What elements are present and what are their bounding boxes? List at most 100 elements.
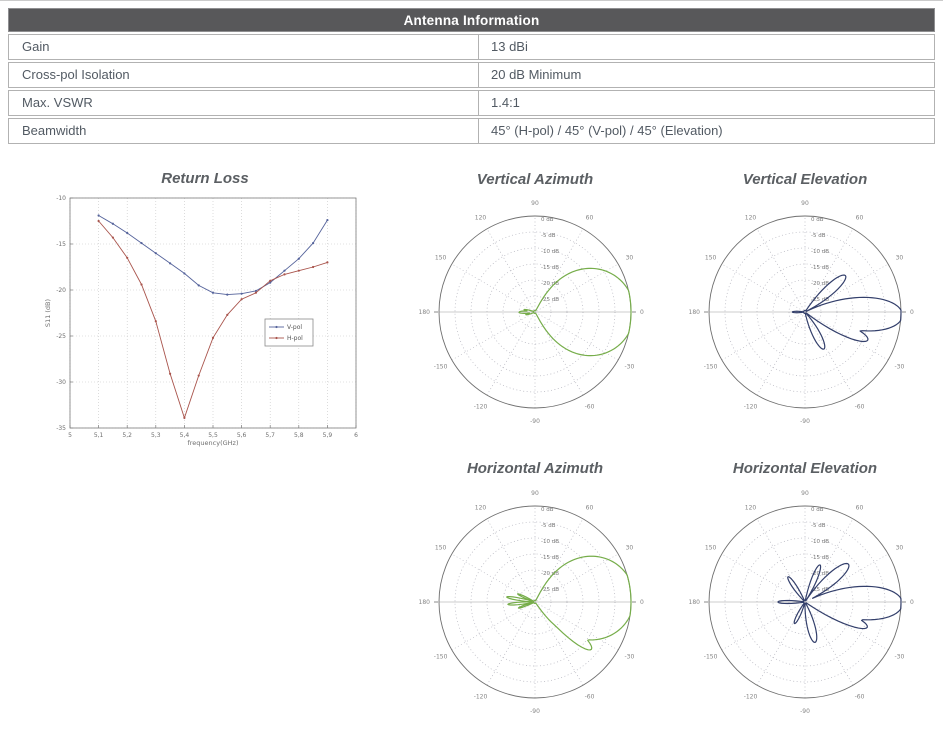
- svg-text:-10 dB: -10 dB: [811, 249, 829, 255]
- svg-text:-90: -90: [530, 418, 540, 425]
- table-row: Gain 13 dBi: [8, 34, 935, 60]
- svg-text:60: 60: [856, 215, 864, 222]
- svg-text:0 dB: 0 dB: [541, 217, 554, 223]
- antenna-information-table: Antenna Information Gain 13 dBi Cross-po…: [8, 8, 935, 144]
- svg-text:S11 (dB): S11 (dB): [44, 299, 52, 327]
- svg-text:-10 dB: -10 dB: [541, 249, 559, 255]
- svg-text:frequency(GHz): frequency(GHz): [187, 439, 238, 447]
- svg-text:-30: -30: [894, 654, 904, 661]
- spec-value: 45° (H-pol) / 45° (V-pol) / 45° (Elevati…: [491, 123, 723, 138]
- return-loss-title: Return Loss: [161, 170, 249, 187]
- svg-text:180: 180: [419, 309, 431, 316]
- svg-text:-35: -35: [56, 425, 66, 432]
- svg-text:120: 120: [475, 505, 487, 512]
- svg-text:-60: -60: [585, 403, 595, 410]
- svg-text:150: 150: [435, 545, 447, 552]
- svg-text:-150: -150: [704, 654, 718, 661]
- svg-text:-90: -90: [530, 708, 540, 715]
- svg-text:90: 90: [531, 490, 539, 497]
- horizontal-elevation-title: Horizontal Elevation: [732, 460, 878, 477]
- svg-text:5,2: 5,2: [122, 432, 132, 439]
- svg-text:120: 120: [745, 505, 757, 512]
- table-row: Max. VSWR 1.4:1: [8, 90, 935, 116]
- svg-text:180: 180: [689, 309, 701, 316]
- svg-text:-20: -20: [56, 287, 66, 294]
- spec-label: Max. VSWR: [9, 91, 479, 115]
- svg-text:V-pol: V-pol: [287, 324, 302, 331]
- svg-text:-120: -120: [474, 403, 488, 410]
- spec-label: Cross-pol Isolation: [9, 63, 479, 87]
- page-top-rule: [0, 0, 943, 1]
- svg-text:60: 60: [856, 505, 864, 512]
- svg-text:-30: -30: [624, 654, 634, 661]
- table-row: Beamwidth 45° (H-pol) / 45° (V-pol) / 45…: [8, 118, 935, 144]
- svg-text:-10 dB: -10 dB: [541, 539, 559, 545]
- spec-label: Gain: [9, 35, 479, 59]
- svg-text:-20 dB: -20 dB: [811, 281, 829, 287]
- vertical-elevation-title: Vertical Elevation: [742, 171, 868, 188]
- spec-value: 20 dB Minimum: [491, 67, 582, 82]
- horizontal-azimuth-plot: 90 60 30 0 -30 -60 -90 -120 -150 180 150 120 0 dB -5 …: [415, 486, 655, 718]
- svg-text:-150: -150: [704, 364, 718, 371]
- svg-text:0 dB: 0 dB: [811, 217, 824, 223]
- spec-value: 13 dBi: [491, 39, 528, 54]
- svg-text:-150: -150: [434, 654, 448, 661]
- svg-text:-5 dB: -5 dB: [541, 523, 556, 529]
- svg-text:-120: -120: [744, 693, 758, 700]
- svg-text:-25 dB: -25 dB: [811, 587, 829, 593]
- horizontal-azimuth-title: Horizontal Azimuth: [466, 460, 604, 477]
- svg-text:-5 dB: -5 dB: [541, 233, 556, 239]
- table-title: Antenna Information: [8, 8, 935, 32]
- svg-text:5: 5: [68, 432, 72, 439]
- svg-text:5,6: 5,6: [237, 432, 247, 439]
- svg-text:30: 30: [626, 545, 634, 552]
- svg-text:5,8: 5,8: [294, 432, 304, 439]
- svg-text:0 dB: 0 dB: [811, 507, 824, 513]
- svg-text:120: 120: [745, 215, 757, 222]
- svg-text:-15 dB: -15 dB: [541, 555, 559, 561]
- svg-text:90: 90: [801, 490, 809, 497]
- svg-text:60: 60: [586, 505, 594, 512]
- svg-text:5,3: 5,3: [151, 432, 161, 439]
- vertical-azimuth-title: Vertical Azimuth: [476, 171, 594, 188]
- svg-text:-5 dB: -5 dB: [811, 233, 826, 239]
- svg-text:60: 60: [586, 215, 594, 222]
- svg-text:-150: -150: [434, 364, 448, 371]
- svg-text:-20 dB: -20 dB: [811, 571, 829, 577]
- horizontal-elevation-plot: 90 60 30 0 -30 -60 -90 -120 -150 180 150 120 0 dB -5 …: [685, 486, 925, 718]
- svg-text:-10 dB: -10 dB: [811, 539, 829, 545]
- svg-text:H-pol: H-pol: [287, 335, 303, 342]
- svg-text:-60: -60: [855, 693, 865, 700]
- svg-text:-30: -30: [56, 379, 66, 386]
- return-loss-chart: 5 5,1 5,2 5,3 5,4 5,5 5,6 5,7 5,8 5,9 6 -10 -15 -20 -2…: [40, 192, 370, 448]
- svg-text:150: 150: [705, 545, 717, 552]
- svg-text:-15 dB: -15 dB: [541, 265, 559, 271]
- spec-value: 1.4:1: [491, 95, 520, 110]
- spec-label: Beamwidth: [9, 119, 479, 143]
- svg-text:0: 0: [640, 599, 644, 606]
- svg-text:5,1: 5,1: [94, 432, 104, 439]
- svg-text:-25 dB: -25 dB: [541, 297, 559, 303]
- svg-text:5,4: 5,4: [180, 432, 190, 439]
- svg-text:150: 150: [435, 255, 447, 262]
- svg-text:120: 120: [475, 215, 487, 222]
- svg-text:-60: -60: [585, 693, 595, 700]
- svg-text:30: 30: [896, 545, 904, 552]
- svg-text:0: 0: [640, 309, 644, 316]
- svg-text:-25 dB: -25 dB: [541, 587, 559, 593]
- svg-text:-120: -120: [744, 403, 758, 410]
- svg-text:5,9: 5,9: [323, 432, 333, 439]
- svg-text:-90: -90: [800, 418, 810, 425]
- svg-text:30: 30: [626, 255, 634, 262]
- svg-text:150: 150: [705, 255, 717, 262]
- svg-text:5,7: 5,7: [265, 432, 275, 439]
- svg-text:0: 0: [910, 309, 914, 316]
- svg-text:-25 dB: -25 dB: [811, 297, 829, 303]
- svg-text:-30: -30: [894, 364, 904, 371]
- svg-text:30: 30: [896, 255, 904, 262]
- svg-text:-10: -10: [56, 195, 66, 202]
- svg-text:0 dB: 0 dB: [541, 507, 554, 513]
- vertical-azimuth-plot: 90 60 30 0 -30 -60 -90 -120 -150 180 150 120 0 dB -5 …: [415, 196, 655, 428]
- svg-text:-20 dB: -20 dB: [541, 281, 559, 287]
